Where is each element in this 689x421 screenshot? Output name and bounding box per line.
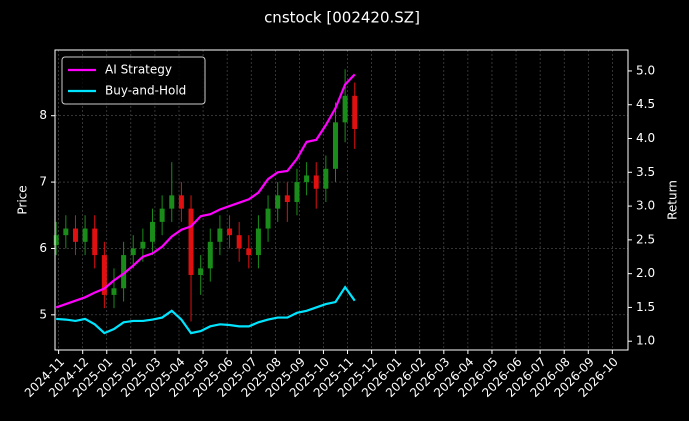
- y-tick-label: 5: [39, 307, 47, 321]
- y2-tick-label: 3.5: [636, 165, 655, 179]
- candle-body: [352, 95, 358, 129]
- candle-body: [198, 268, 204, 275]
- y2-tick-label: 4.5: [636, 97, 655, 111]
- candle-body: [246, 248, 252, 256]
- candle-body: [304, 175, 310, 183]
- y2-axis-label: Return: [666, 180, 680, 220]
- y2-tick-label: 1.5: [636, 300, 655, 314]
- candle-body: [72, 228, 78, 242]
- legend-label: AI Strategy: [105, 63, 172, 77]
- candle-body: [332, 122, 338, 169]
- candle-body: [294, 182, 300, 202]
- y-axis-label: Price: [16, 185, 30, 214]
- y2-tick-label: 3.0: [636, 199, 655, 213]
- y2-tick-label: 2.0: [636, 266, 655, 280]
- candle-body: [63, 228, 69, 236]
- candle-body: [227, 228, 233, 236]
- candle-body: [111, 288, 117, 295]
- candle-body: [140, 241, 146, 249]
- candle-body: [53, 235, 59, 246]
- candle-body: [255, 228, 261, 256]
- legend-label: Buy-and-Hold: [105, 84, 186, 98]
- candle-body: [342, 95, 348, 123]
- y2-tick-label: 1.0: [636, 334, 655, 348]
- candle-body: [323, 168, 329, 189]
- y-tick-label: 8: [39, 108, 47, 122]
- candle-body: [207, 241, 213, 269]
- line: [56, 285, 356, 335]
- candle-body: [265, 208, 271, 229]
- candle-body: [92, 228, 98, 256]
- y2-tick-label: 2.5: [636, 232, 655, 246]
- y2-tick-label: 5.0: [636, 63, 655, 77]
- candle-body: [159, 208, 165, 222]
- candle-body: [217, 228, 223, 242]
- candle-body: [236, 235, 242, 249]
- candle-body: [313, 175, 319, 189]
- candle-body: [150, 221, 156, 242]
- plot-frame: [54, 49, 629, 351]
- candle-body: [82, 228, 88, 242]
- candle-body: [101, 255, 107, 295]
- chart-title: cnstock [002420.SZ]: [264, 9, 420, 27]
- y-tick-label: 6: [39, 241, 47, 255]
- candle-body: [130, 248, 136, 256]
- candle-body: [188, 208, 194, 275]
- candle-body: [275, 195, 281, 209]
- candle-body: [121, 255, 127, 289]
- candle-body: [178, 195, 184, 209]
- line: [55, 73, 356, 309]
- legend-box: [61, 56, 206, 105]
- y-tick-label: 7: [39, 175, 47, 189]
- y2-tick-label: 4.0: [636, 131, 655, 145]
- candle-body: [169, 195, 175, 209]
- candle-body: [284, 195, 290, 202]
